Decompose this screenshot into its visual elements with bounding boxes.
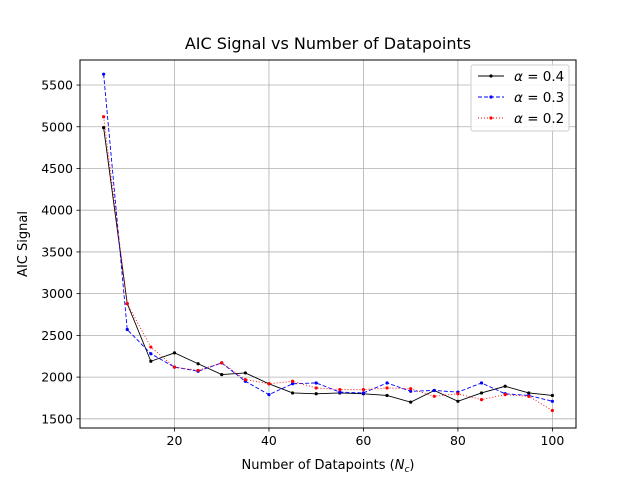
data-point <box>314 381 318 385</box>
y-tick-label: 5000 <box>41 119 73 134</box>
data-point <box>243 378 247 382</box>
data-point <box>149 359 153 363</box>
data-point <box>314 386 318 390</box>
data-point <box>196 362 200 366</box>
data-point <box>503 384 507 388</box>
data-point <box>409 389 413 393</box>
data-point <box>196 368 200 373</box>
data-point <box>267 393 271 397</box>
y-tick-label: 1500 <box>41 411 73 426</box>
data-point <box>220 372 224 377</box>
data-point <box>385 381 389 385</box>
data-point <box>479 381 484 385</box>
data-point <box>527 394 531 398</box>
data-point <box>125 302 129 306</box>
data-point <box>149 345 153 349</box>
legend-box <box>470 64 570 132</box>
grid <box>80 60 576 428</box>
data-point <box>338 388 342 392</box>
data-point <box>409 387 413 391</box>
series-line <box>103 127 553 403</box>
data-point <box>479 398 484 402</box>
x-axis-label: Number of Datapoints (Nc) <box>242 458 415 475</box>
data-point <box>432 394 436 398</box>
legend-label: α = 0.2 <box>514 111 564 127</box>
data-point <box>385 393 389 398</box>
data-point <box>456 392 460 396</box>
legend: α = 0.4 α = 0.3 α = 0.2 <box>470 64 570 132</box>
x-tick-label: 20 <box>167 433 183 448</box>
data-point <box>550 393 554 398</box>
x-tick-label: 80 <box>450 433 466 448</box>
data-point <box>361 391 366 395</box>
chart-title: AIC Signal vs Number of Datapoints <box>185 34 471 53</box>
legend-label: α = 0.3 <box>514 90 564 106</box>
data-point <box>172 351 177 355</box>
series-1 <box>102 125 554 404</box>
plot-frame <box>79 59 577 429</box>
y-tick-label: 3500 <box>41 244 73 259</box>
data-point <box>432 388 436 393</box>
ticks: 20 40 60 80 100 1500 2000 2500 3000 3500 4000 4500 5… <box>41 78 564 448</box>
series-line <box>103 74 553 402</box>
legend-marker <box>489 116 493 120</box>
data-point <box>409 400 413 404</box>
data-point <box>338 390 342 394</box>
data-point <box>361 388 366 392</box>
series-group <box>102 72 554 413</box>
x-tick-label: 100 <box>540 433 564 448</box>
data-point <box>290 379 295 383</box>
data-point <box>550 399 554 403</box>
data-point <box>503 393 507 397</box>
y-axis-label: AIC Signal <box>16 211 31 277</box>
data-point <box>220 361 224 365</box>
y-tick-label: 2500 <box>41 328 73 343</box>
series-line <box>103 116 553 411</box>
data-point <box>125 327 129 332</box>
data-point <box>290 382 295 386</box>
data-point <box>243 371 247 375</box>
data-point <box>267 382 271 386</box>
legend-marker <box>489 74 493 78</box>
data-point <box>385 386 389 390</box>
x-tick-label: 40 <box>261 433 277 448</box>
series-3 <box>102 115 554 413</box>
y-tick-label: 3000 <box>41 286 73 301</box>
data-point <box>102 72 106 76</box>
data-point <box>479 391 484 395</box>
y-tick-label: 4000 <box>41 203 73 218</box>
data-point <box>290 391 295 395</box>
data-point <box>102 125 106 130</box>
x-tick-label: 60 <box>355 433 371 448</box>
data-point <box>527 391 531 395</box>
y-tick-label: 4500 <box>41 161 73 176</box>
y-tick-label: 5500 <box>41 78 73 93</box>
data-point <box>172 365 177 369</box>
legend-marker <box>489 95 493 99</box>
y-tick-label: 2000 <box>41 370 73 385</box>
data-point <box>102 115 106 119</box>
data-point <box>550 408 554 413</box>
data-point <box>456 399 460 403</box>
data-point <box>314 392 318 396</box>
legend-label: α = 0.4 <box>514 69 564 85</box>
data-point <box>149 352 153 356</box>
